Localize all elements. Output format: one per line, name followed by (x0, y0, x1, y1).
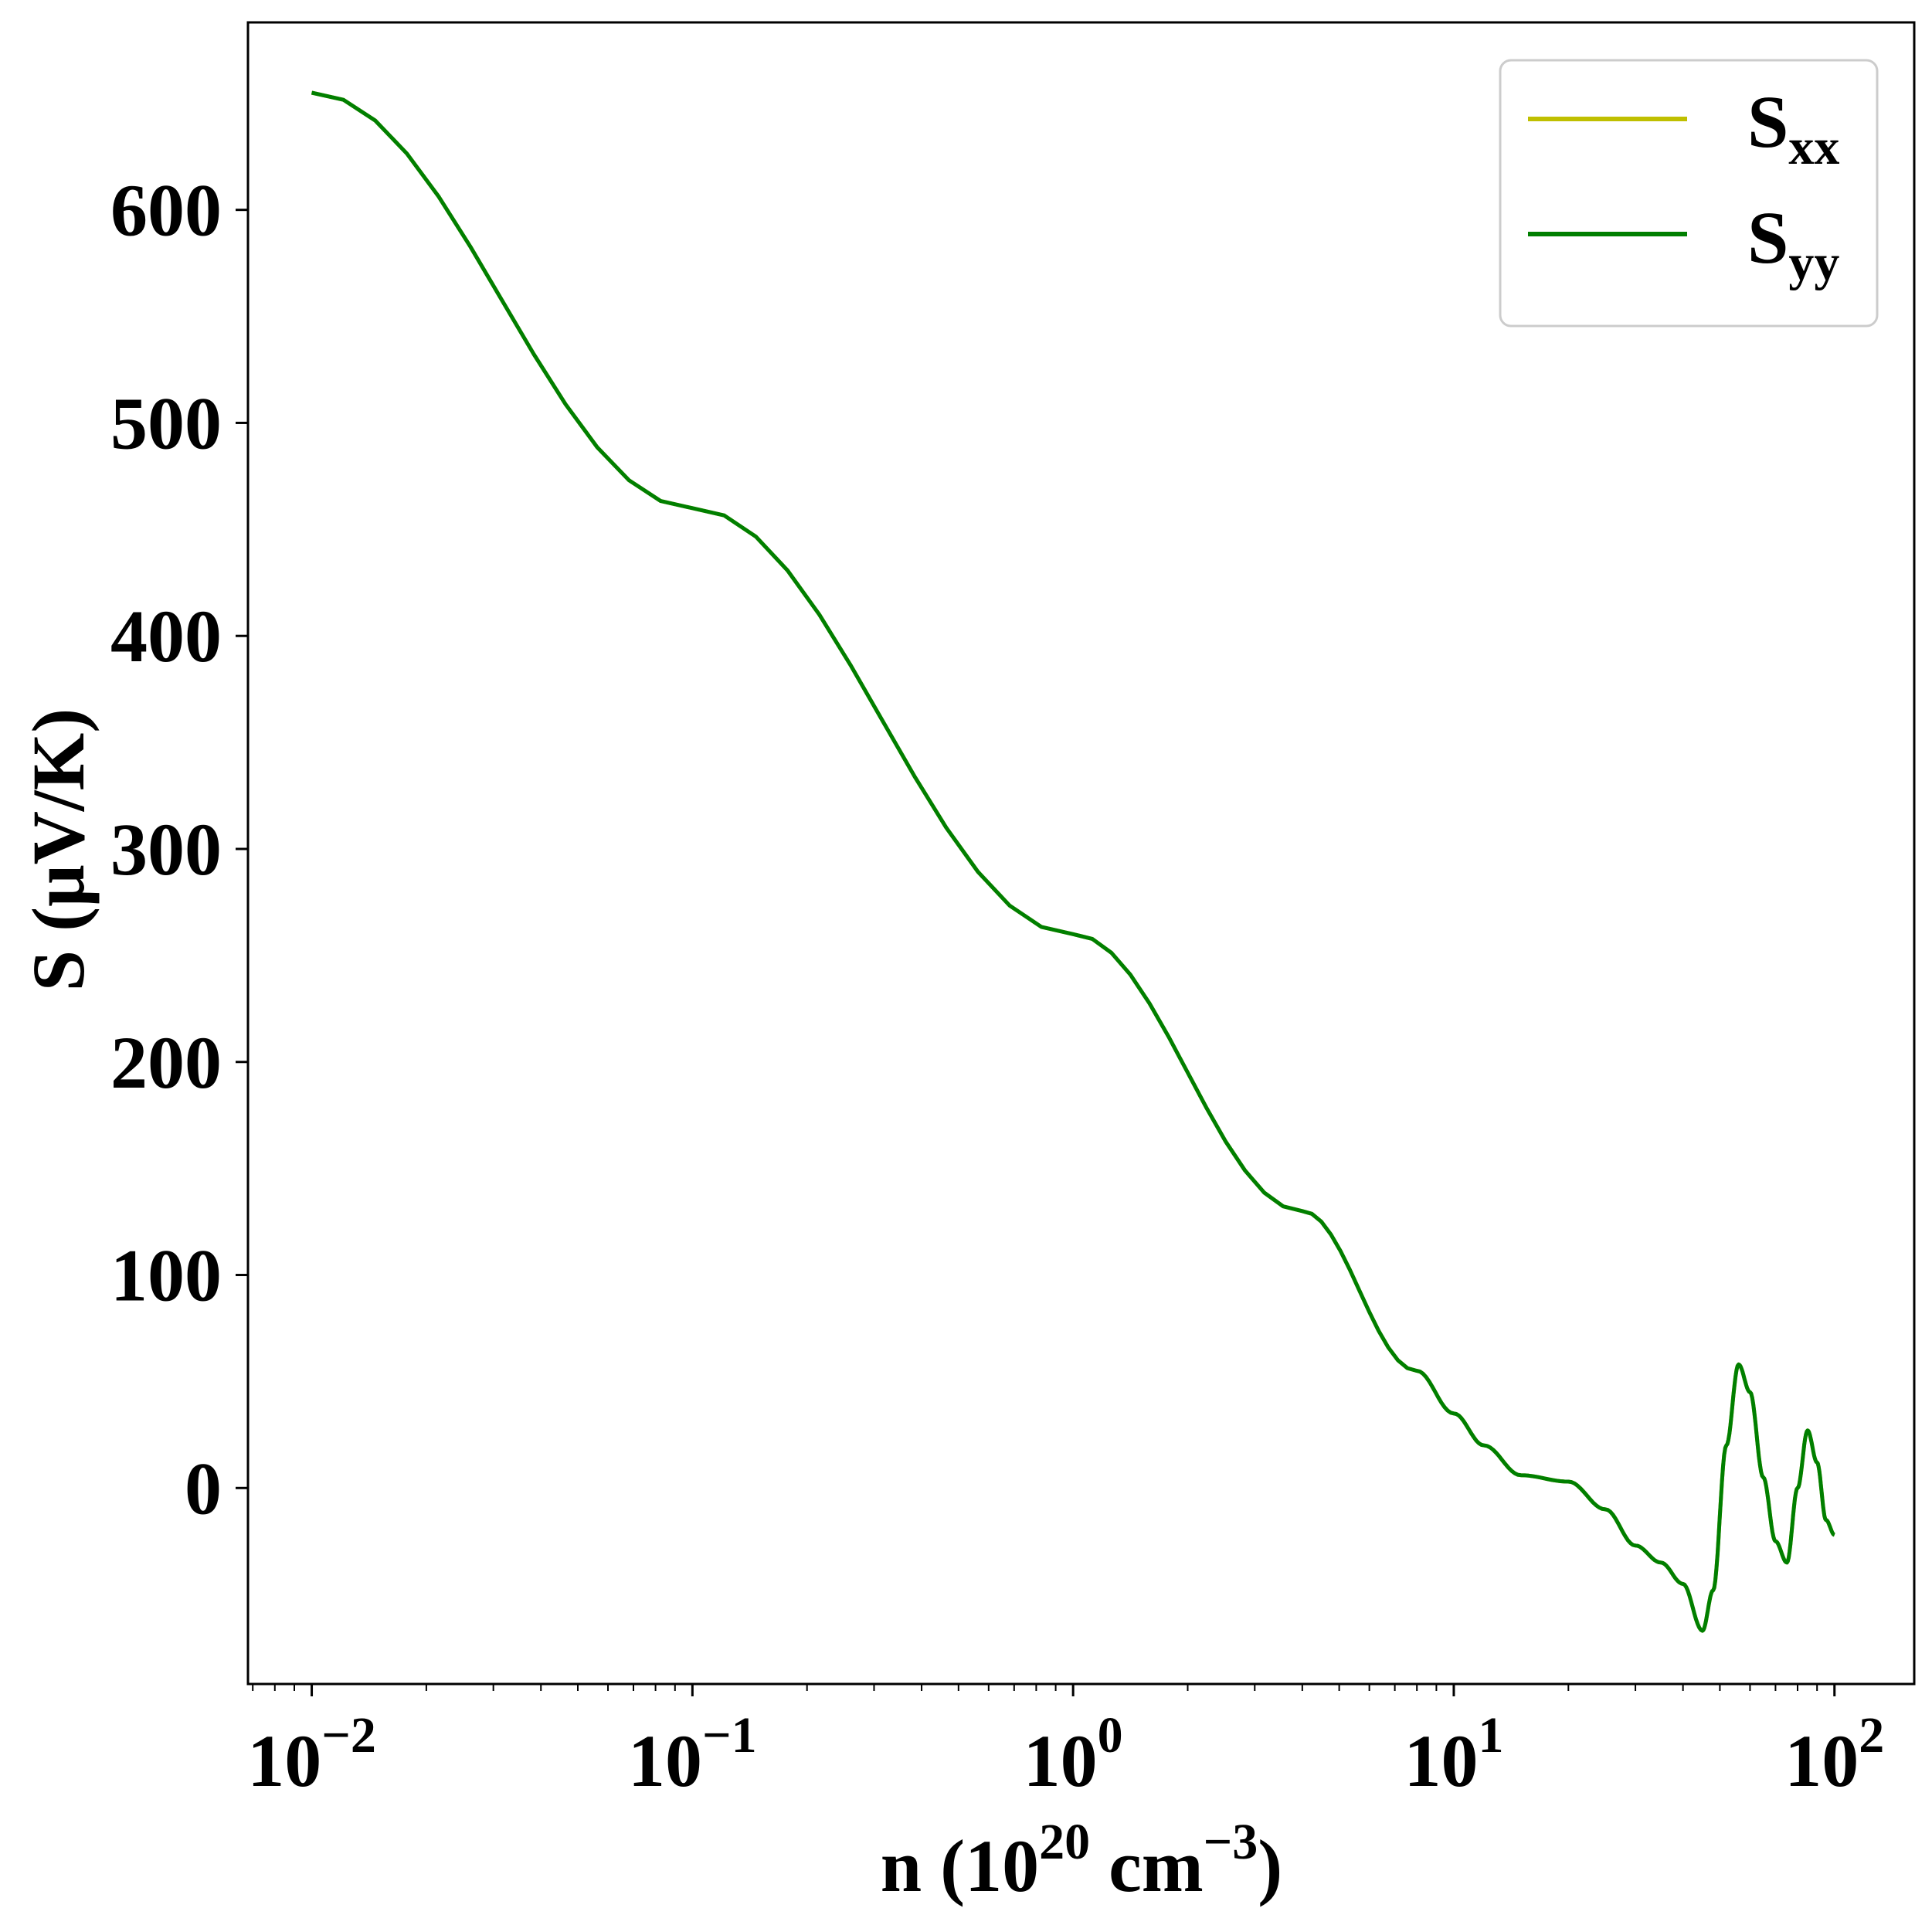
legend-box (1499, 59, 1879, 328)
x-tick-label: 10−2 (247, 1707, 376, 1802)
legend-label-syy: Syy (1747, 196, 1839, 291)
legend: Sxx Syy (1499, 59, 1879, 328)
series-line-syy (311, 90, 1836, 1633)
x-axis-label-exponent1: 20 (1039, 1814, 1090, 1870)
x-tick-label: 102 (1784, 1707, 1884, 1802)
y-tick-label: 100 (110, 1234, 222, 1317)
y-tick-label: 600 (110, 169, 222, 252)
y-tick-label: 200 (110, 1021, 222, 1104)
x-tick-label: 100 (1024, 1707, 1123, 1802)
y-tick-label: 300 (110, 808, 222, 891)
x-axis-label-suffix: ) (1258, 1825, 1282, 1907)
y-tick-label: 500 (110, 382, 222, 464)
x-axis-label: n (1020 cm−3) (881, 1814, 1283, 1907)
axes-frame (246, 21, 1916, 1686)
legend-label-sxx: Sxx (1747, 80, 1839, 175)
plot-area (311, 90, 1836, 1633)
x-tick-label: 101 (1404, 1707, 1503, 1802)
axis-ticks: 10−2 10−1 100 101 102 0 100 200 300 400 500 600 (110, 169, 1884, 1802)
x-tick-label: 10−1 (628, 1707, 757, 1802)
y-tick-label: 0 (185, 1447, 222, 1529)
y-axis-label: S (μV/K) (17, 708, 100, 991)
x-axis-label-exponent2: −3 (1204, 1814, 1258, 1870)
y-tick-label: 400 (110, 595, 222, 677)
x-axis-label-prefix: n (10 (881, 1825, 1039, 1907)
x-axis-label-middle: cm (1090, 1825, 1204, 1907)
